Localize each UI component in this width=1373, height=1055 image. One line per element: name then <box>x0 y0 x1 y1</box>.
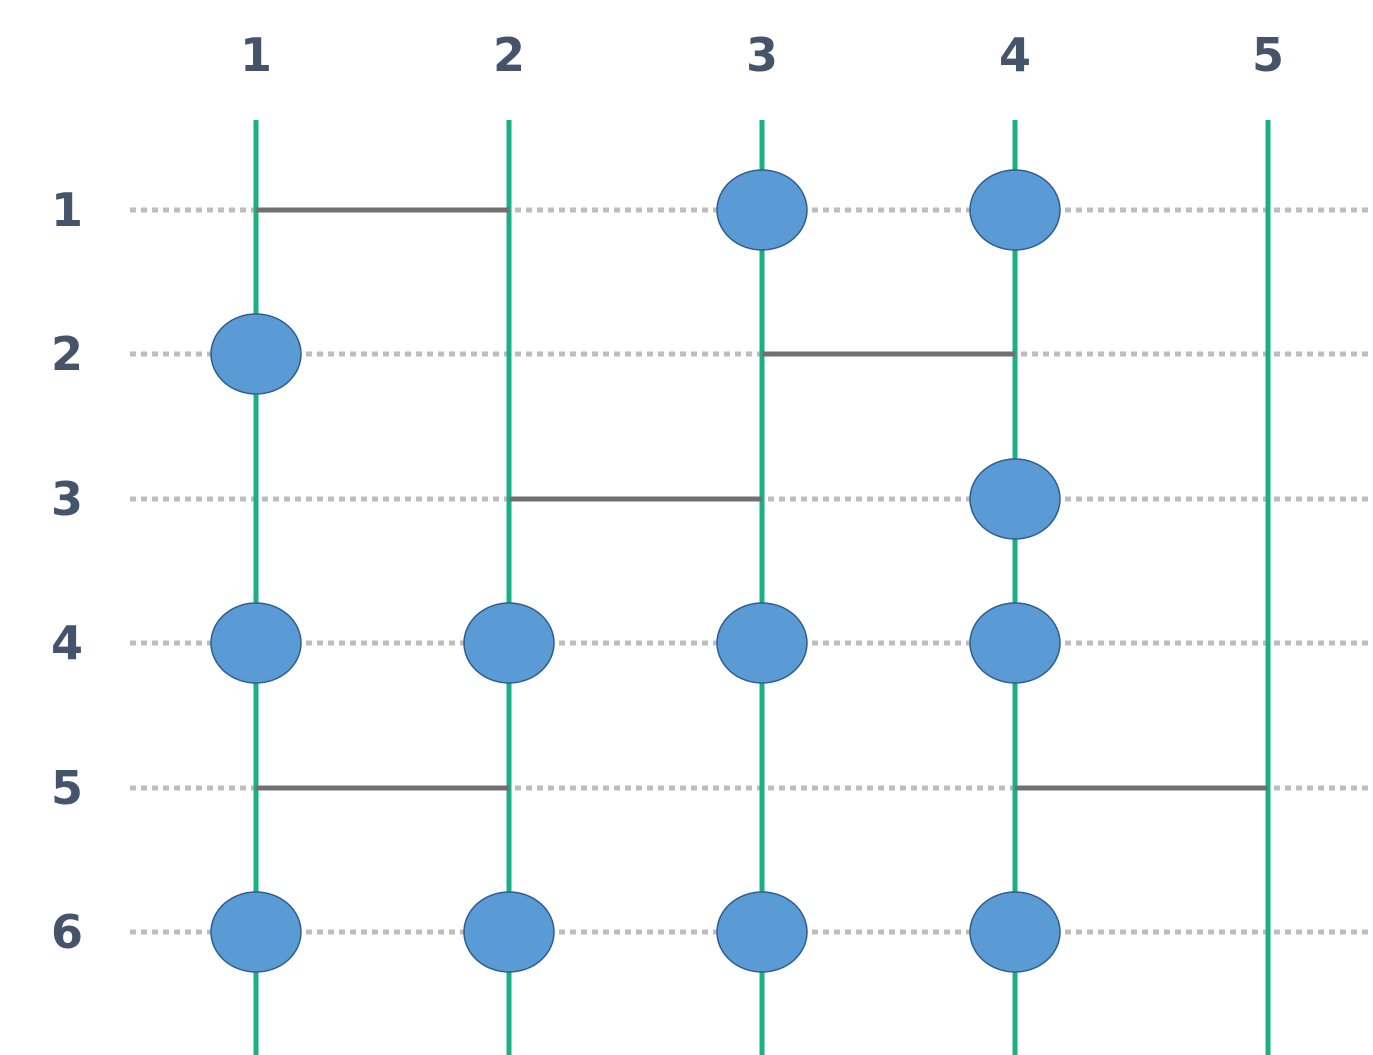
row-guides <box>130 207 1373 935</box>
column-label-2: 2 <box>493 28 525 82</box>
node-row1-col4 <box>969 169 1061 251</box>
node-row4-col3 <box>716 602 808 684</box>
row-label-2: 2 <box>51 327 83 381</box>
node-row3-col4 <box>969 458 1061 540</box>
node-row6-col3 <box>716 891 808 973</box>
node-row6-col1 <box>210 891 302 973</box>
node-row6-col4 <box>969 891 1061 973</box>
column-label-3: 3 <box>746 28 778 82</box>
nodes <box>210 169 1061 973</box>
row-label-3: 3 <box>51 472 83 526</box>
node-row2-col1 <box>210 313 302 395</box>
connectors <box>256 207 1268 791</box>
node-row4-col1 <box>210 602 302 684</box>
node-row4-col4 <box>969 602 1061 684</box>
node-row4-col2 <box>463 602 555 684</box>
column-label-4: 4 <box>999 28 1031 82</box>
node-row6-col2 <box>463 891 555 973</box>
node-row1-col3 <box>716 169 808 251</box>
column-label-5: 5 <box>1252 28 1284 82</box>
row-label-1: 1 <box>51 183 83 237</box>
row-label-6: 6 <box>51 905 83 959</box>
column-label-1: 1 <box>240 28 272 82</box>
row-label-5: 5 <box>51 761 83 815</box>
row-label-4: 4 <box>51 616 83 670</box>
